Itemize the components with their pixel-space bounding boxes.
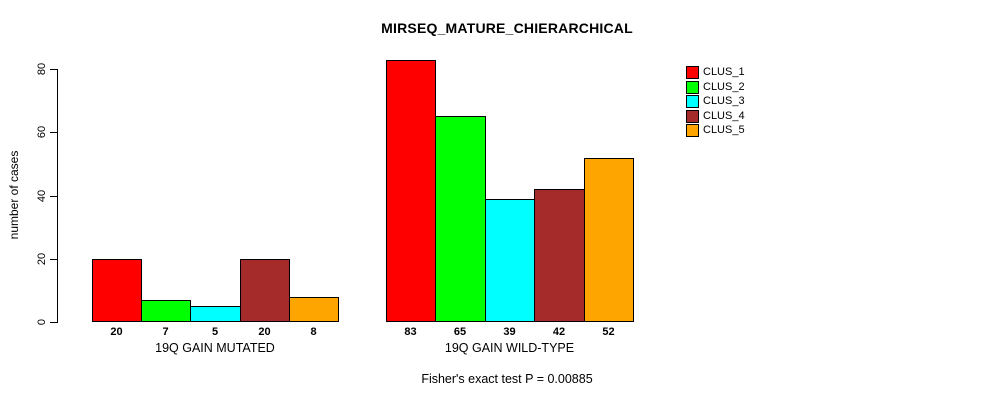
y-axis-title: number of cases	[7, 150, 21, 240]
legend-swatch-icon	[686, 110, 699, 123]
bar-value-label: 5	[211, 326, 219, 338]
bar-clus_1-group2	[386, 60, 436, 322]
y-tick-mark	[50, 132, 57, 133]
legend-label: CLUS_1	[703, 66, 745, 78]
legend-swatch-icon	[686, 66, 699, 79]
legend-item-clus_3: CLUS_3	[686, 95, 745, 108]
y-tick-mark	[50, 259, 57, 260]
y-tick-label: 40	[36, 189, 48, 203]
bar-value-label: 52	[602, 326, 615, 338]
legend-item-clus_1: CLUS_1	[686, 66, 745, 79]
x-axis-group-label: 19Q GAIN WILD-TYPE	[444, 341, 575, 355]
bar-clus_4-group1	[240, 259, 290, 322]
y-tick-mark	[50, 196, 57, 197]
bar-value-label: 7	[162, 326, 169, 338]
bar-value-label: 8	[310, 326, 317, 338]
bar-clus_4-group2	[534, 189, 585, 322]
y-tick-label: 60	[36, 125, 48, 139]
y-tick-mark	[50, 69, 57, 70]
chart-title: MIRSEQ_MATURE_CHIERARCHICAL	[381, 20, 633, 36]
bar-clus_5-group1	[289, 297, 339, 322]
legend-label: CLUS_2	[703, 81, 745, 93]
bar-value-label: 65	[453, 326, 467, 338]
legend-label: CLUS_3	[703, 95, 745, 107]
y-tick-mark	[50, 322, 57, 323]
legend-swatch-icon	[686, 95, 699, 108]
bar-clus_3-group1	[190, 306, 241, 322]
bar-clus_2-group1	[141, 300, 191, 322]
legend-item-clus_4: CLUS_4	[686, 110, 745, 123]
bar-value-label: 20	[258, 326, 271, 338]
bar-clus_3-group2	[485, 199, 535, 322]
y-tick-label: 20	[36, 252, 48, 266]
legend-label: CLUS_5	[703, 124, 745, 136]
y-tick-label: 0	[36, 318, 48, 326]
bar-value-label: 39	[503, 326, 516, 338]
x-axis-group-label: 19Q GAIN MUTATED	[155, 341, 275, 355]
legend-swatch-icon	[686, 81, 699, 94]
legend-swatch-icon	[686, 124, 699, 137]
bar-value-label: 20	[110, 326, 123, 338]
bar-clus_5-group2	[584, 158, 634, 322]
legend-label: CLUS_4	[703, 110, 745, 122]
bar-value-label: 42	[552, 326, 566, 338]
bar-value-label: 83	[404, 326, 417, 338]
y-axis-line	[57, 69, 58, 323]
y-tick-label: 80	[36, 62, 48, 76]
bar-clus_1-group1	[92, 259, 142, 322]
legend-item-clus_5: CLUS_5	[686, 124, 745, 137]
legend-item-clus_2: CLUS_2	[686, 81, 745, 94]
footnote-text: Fisher's exact test P = 0.00885	[421, 372, 593, 386]
bar-clus_2-group2	[435, 116, 486, 322]
